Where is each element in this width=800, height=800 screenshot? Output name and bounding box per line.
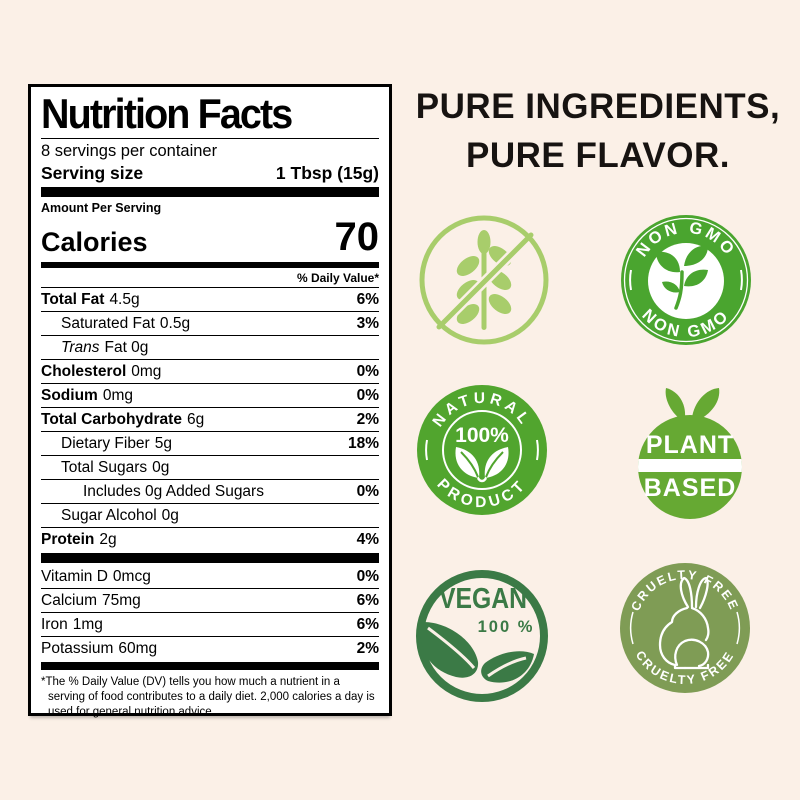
- leaves-icon: [420, 621, 534, 683]
- calories-row: Calories 70: [41, 216, 379, 260]
- calories-value: 70: [334, 215, 380, 259]
- based-text: BASED: [644, 474, 737, 502]
- badge-disc: [417, 385, 547, 515]
- natural-100-text: 100%: [455, 424, 509, 447]
- daily-value-footnote: *The % Daily Value (DV) tells you how mu…: [41, 676, 375, 719]
- badge-inner-outline: [442, 410, 522, 490]
- leaves-icon: [665, 388, 720, 422]
- nutrient-row-iron: Iron 1mg 6%: [41, 613, 379, 637]
- plant-based-badge: PLANT BASED: [638, 388, 742, 519]
- serving-size-value: 1 Tbsp (15g): [275, 163, 379, 183]
- rabbit-icon: [658, 576, 710, 670]
- left-dash: [629, 611, 634, 645]
- page-title-line1: PURE INGREDIENTS,: [415, 87, 781, 126]
- daily-value-header: % Daily Value*: [41, 270, 379, 288]
- calories-label: Calories: [41, 227, 148, 258]
- nutrient-row-sugar-alcohol: Sugar Alcohol 0g: [41, 504, 379, 528]
- serving-size-row: Serving size 1 Tbsp (15g): [41, 162, 379, 185]
- right-dash: [736, 611, 741, 645]
- nutrient-row-sodium: Sodium 0mg 0%: [41, 384, 379, 408]
- leaves-icon: [455, 447, 509, 483]
- nutrient-row-added-sugars: Includes 0g Added Sugars 0%: [41, 480, 379, 504]
- nutrient-row-total-sugars: Total Sugars 0g: [41, 456, 379, 480]
- slash-line: [436, 232, 534, 330]
- nutrient-row-calcium: Calcium 75mg 6%: [41, 589, 379, 613]
- page-title: PURE INGREDIENTS, PURE FLAVOR.: [396, 82, 800, 180]
- thick-divider: [41, 187, 379, 197]
- badge-outline: [623, 217, 749, 343]
- natural-product-badge: 100% NATURAL PRODUCT: [417, 385, 547, 515]
- label-title: Nutrition Facts: [41, 90, 293, 137]
- nutrient-row-cholesterol: Cholesterol 0mg 0%: [41, 360, 379, 384]
- nutrient-row-protein: Protein 2g 4%: [41, 530, 379, 548]
- thick-divider: [41, 553, 379, 563]
- nutrient-row-dietary-fiber: Dietary Fiber 5g 18%: [41, 432, 379, 456]
- left-dash: [629, 269, 632, 291]
- sprout-icon: [656, 245, 708, 310]
- nutrient-row-trans-fat: Trans Fat 0g: [41, 336, 379, 360]
- vegan-badge: VEGAN 100 %: [416, 570, 548, 702]
- vegan-text: VEGAN: [439, 583, 527, 615]
- servings-per-container: 8 servings per container: [41, 142, 218, 160]
- badge-ring: [419, 215, 549, 345]
- serving-size-label: Serving size: [41, 163, 144, 183]
- medium-divider: [41, 262, 379, 268]
- right-dash: [740, 269, 743, 291]
- non-gmo-badge: NON GMO NON GMO: [621, 215, 751, 345]
- nutrition-facts-label: Nutrition Facts 8 servings per container…: [28, 84, 392, 718]
- nutrient-row-total-carbohydrate: Total Carbohydrate 6g 2%: [41, 408, 379, 432]
- vegan-100-text: 100 %: [478, 618, 535, 636]
- nutrient-row-vitamin-d: Vitamin D 0mcg 0%: [41, 565, 379, 589]
- badge-disc: [620, 563, 750, 693]
- nutrient-row-total-fat: Total Fat 4.5g 6%: [41, 288, 379, 312]
- thick-divider: [41, 662, 379, 670]
- nutrient-row-saturated-fat: Saturated Fat 0.5g 3%: [41, 312, 379, 336]
- page-title-line2: PURE FLAVOR.: [466, 136, 730, 175]
- nutrient-row-potassium: Potassium 60mg 2%: [41, 639, 379, 657]
- gluten-free-badge: [419, 215, 549, 345]
- left-dash: [425, 439, 428, 461]
- plant-text: PLANT: [646, 431, 734, 459]
- cruelty-free-badge: CRUELTY FREE CRUELTY FREE: [620, 563, 750, 693]
- badge-stripe: [638, 459, 742, 472]
- title-divider: [41, 138, 379, 139]
- amount-per-serving-label: Amount Per Serving: [41, 201, 162, 215]
- right-dash: [536, 439, 539, 461]
